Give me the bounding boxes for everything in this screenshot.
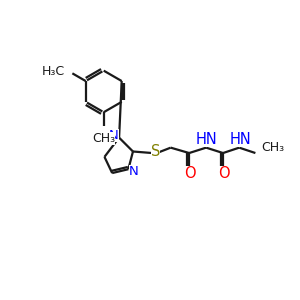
Text: H₃C: H₃C: [41, 64, 65, 77]
Text: HN: HN: [196, 133, 218, 148]
Text: N: N: [129, 165, 139, 178]
Text: N: N: [109, 129, 118, 142]
Text: CH₃: CH₃: [262, 141, 285, 154]
Text: HN: HN: [230, 133, 252, 148]
Text: O: O: [218, 166, 230, 181]
Text: S: S: [151, 144, 160, 159]
Text: CH₃: CH₃: [92, 132, 115, 145]
Text: O: O: [184, 166, 196, 181]
